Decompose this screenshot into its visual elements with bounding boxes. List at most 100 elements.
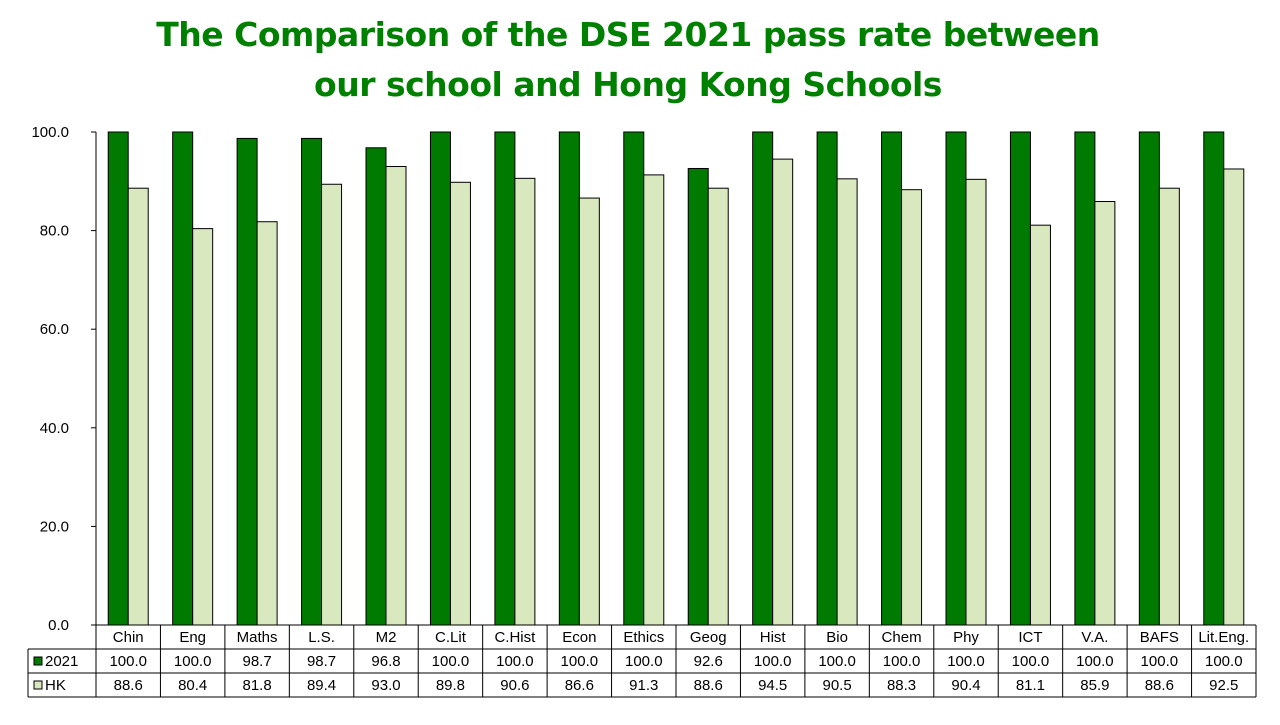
category-label: Eng (179, 629, 206, 646)
value-label-hk: 80.4 (178, 677, 207, 694)
value-label-hk: 88.6 (114, 677, 143, 694)
bar-2021-L.S. (301, 137, 323, 626)
category-label: Maths (237, 629, 278, 646)
bar-hk-C.Lit (449, 181, 471, 626)
category-label: BAFS (1140, 629, 1179, 646)
category-label: Chem (882, 629, 922, 646)
category-label: Econ (562, 629, 596, 646)
bar-2021-Chem (881, 131, 903, 626)
value-label-2021: 98.7 (307, 653, 336, 670)
category-label: V.A. (1081, 629, 1108, 646)
bar-hk-M2 (385, 166, 407, 626)
category-label: C.Lit (435, 629, 467, 646)
legend-swatch-2021 (33, 656, 43, 666)
value-label-2021: 100.0 (947, 653, 985, 670)
y-tick-label: 60.0 (40, 321, 69, 338)
bar-2021-C.Lit (429, 131, 451, 626)
value-label-hk: 90.6 (500, 677, 529, 694)
bar-hk-Geog (707, 187, 729, 626)
value-label-hk: 86.6 (565, 677, 594, 694)
bar-2021-Hist (752, 131, 774, 626)
value-label-hk: 81.8 (243, 677, 272, 694)
bar-hk-L.S. (321, 183, 343, 626)
y-tick-label: 0.0 (48, 617, 69, 634)
value-label-hk: 81.1 (1016, 677, 1045, 694)
value-label-hk: 85.9 (1080, 677, 1109, 694)
value-label-2021: 100.0 (1141, 653, 1179, 670)
bar-hk-Lit.Eng. (1223, 168, 1245, 626)
value-label-hk: 90.5 (823, 677, 852, 694)
value-label-2021: 100.0 (109, 653, 147, 670)
category-label: Bio (826, 629, 848, 646)
value-label-2021: 100.0 (1012, 653, 1050, 670)
bar-hk-Bio (836, 178, 858, 626)
value-label-2021: 100.0 (496, 653, 534, 670)
chart-title: The Comparison of the DSE 2021 pass rate… (0, 10, 1256, 110)
category-label: Phy (953, 629, 979, 646)
value-label-hk: 94.5 (758, 677, 787, 694)
chart-title-line-2: our school and Hong Kong Schools (314, 65, 942, 104)
category-label: L.S. (308, 629, 335, 646)
y-tick-label: 100.0 (31, 124, 69, 141)
value-label-hk: 89.8 (436, 677, 465, 694)
bar-2021-C.Hist (494, 131, 516, 626)
legend-swatch-hk (33, 680, 43, 690)
bar-2021-Chin (107, 131, 129, 626)
legend-label-2021: 2021 (45, 653, 78, 670)
value-label-2021: 100.0 (625, 653, 663, 670)
bar-2021-Lit.Eng. (1203, 131, 1225, 626)
bar-hk-Maths (256, 221, 278, 626)
bar-2021-ICT (1009, 131, 1031, 626)
value-label-hk: 89.4 (307, 677, 336, 694)
value-label-2021: 96.8 (371, 653, 400, 670)
bar-2021-Eng (172, 131, 194, 626)
value-label-hk: 88.6 (1145, 677, 1174, 694)
value-label-2021: 100.0 (561, 653, 599, 670)
bar-hk-Eng (192, 228, 214, 626)
bar-hk-Phy (965, 178, 987, 626)
y-tick-label: 80.0 (40, 223, 69, 240)
value-label-2021: 98.7 (243, 653, 272, 670)
value-label-2021: 100.0 (174, 653, 212, 670)
bar-2021-BAFS (1138, 131, 1160, 626)
value-label-hk: 88.6 (694, 677, 723, 694)
y-tick-label: 20.0 (40, 518, 69, 535)
y-tick-label: 40.0 (40, 420, 69, 437)
bar-hk-Econ (578, 197, 600, 626)
bar-2021-Geog (687, 167, 709, 626)
value-label-2021: 100.0 (432, 653, 470, 670)
value-label-2021: 100.0 (754, 653, 792, 670)
bar-hk-Ethics (643, 174, 665, 626)
category-label: M2 (376, 629, 397, 646)
bar-hk-Hist (772, 158, 794, 626)
value-label-2021: 100.0 (1205, 653, 1243, 670)
category-label: ICT (1018, 629, 1042, 646)
value-label-hk: 90.4 (951, 677, 980, 694)
value-label-2021: 100.0 (1076, 653, 1114, 670)
value-label-hk: 88.3 (887, 677, 916, 694)
value-label-2021: 100.0 (818, 653, 856, 670)
bar-2021-Maths (236, 137, 258, 626)
category-label: Ethics (623, 629, 664, 646)
bar-hk-C.Hist (514, 177, 536, 626)
bar-hk-Chin (127, 187, 149, 626)
bar-2021-Bio (816, 131, 838, 626)
category-label: Hist (760, 629, 787, 646)
bar-hk-Chem (901, 189, 923, 626)
category-label: Lit.Eng. (1198, 629, 1249, 646)
value-label-hk: 93.0 (371, 677, 400, 694)
bar-2021-M2 (365, 147, 387, 626)
bar-2021-V.A. (1074, 131, 1096, 626)
bar-2021-Ethics (623, 131, 645, 626)
value-label-2021: 100.0 (883, 653, 921, 670)
category-label: Geog (690, 629, 727, 646)
category-label: Chin (113, 629, 144, 646)
value-label-2021: 92.6 (694, 653, 723, 670)
bar-hk-V.A. (1094, 201, 1116, 626)
bar-hk-ICT (1029, 224, 1051, 626)
value-label-hk: 92.5 (1209, 677, 1238, 694)
bar-hk-BAFS (1158, 187, 1180, 626)
value-label-hk: 91.3 (629, 677, 658, 694)
category-label: C.Hist (494, 629, 536, 646)
